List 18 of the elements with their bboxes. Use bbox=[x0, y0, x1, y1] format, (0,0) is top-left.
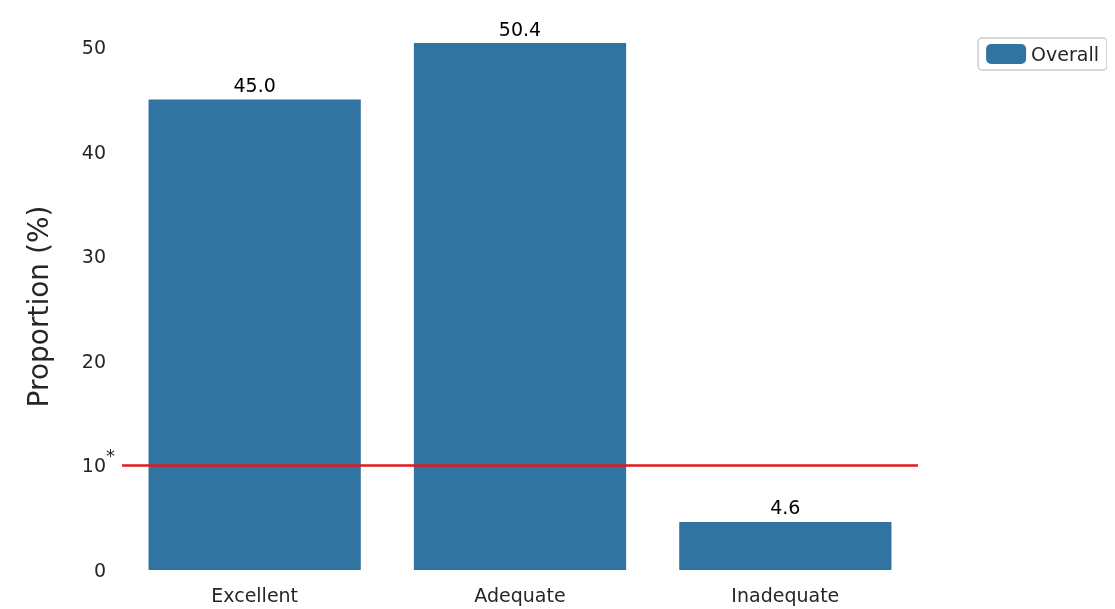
y-tick-label: 30 bbox=[81, 245, 106, 268]
y-tick-label: 10 bbox=[81, 454, 106, 477]
bar bbox=[413, 43, 627, 570]
data-label: 4.6 bbox=[770, 496, 801, 519]
x-tick-label: Inadequate bbox=[731, 584, 840, 606]
y-tick-label: 40 bbox=[81, 140, 106, 163]
data-label: 50.4 bbox=[498, 17, 542, 40]
ref-line-label: * bbox=[106, 444, 115, 466]
y-tick-label: 0 bbox=[93, 559, 106, 581]
bar bbox=[148, 99, 361, 570]
y-tick-label: 50 bbox=[81, 36, 106, 59]
y-axis-title: Proportion (%) bbox=[21, 205, 55, 408]
x-tick-label: Adequate bbox=[474, 584, 566, 606]
x-tick-label: Excellent bbox=[211, 584, 299, 606]
data-label: 45.0 bbox=[233, 73, 276, 96]
legend-label: Overall bbox=[1031, 43, 1100, 65]
y-tick-label: 20 bbox=[81, 349, 106, 372]
bar bbox=[679, 521, 892, 570]
